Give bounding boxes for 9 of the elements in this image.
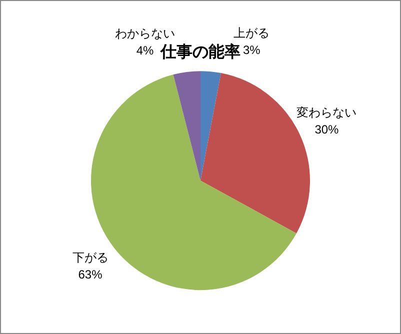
slice-label: 変わらない bbox=[296, 106, 357, 120]
data-label: 30% bbox=[314, 122, 340, 137]
slice-label: 下がる bbox=[72, 250, 108, 264]
data-label: 4% bbox=[136, 44, 154, 58]
data-label: 63% bbox=[78, 267, 103, 282]
slice-label: 上がる bbox=[234, 26, 270, 40]
data-label: 3% bbox=[242, 43, 261, 58]
slice-label: わからない bbox=[115, 26, 176, 41]
text: 仕事の能率 bbox=[160, 42, 240, 62]
